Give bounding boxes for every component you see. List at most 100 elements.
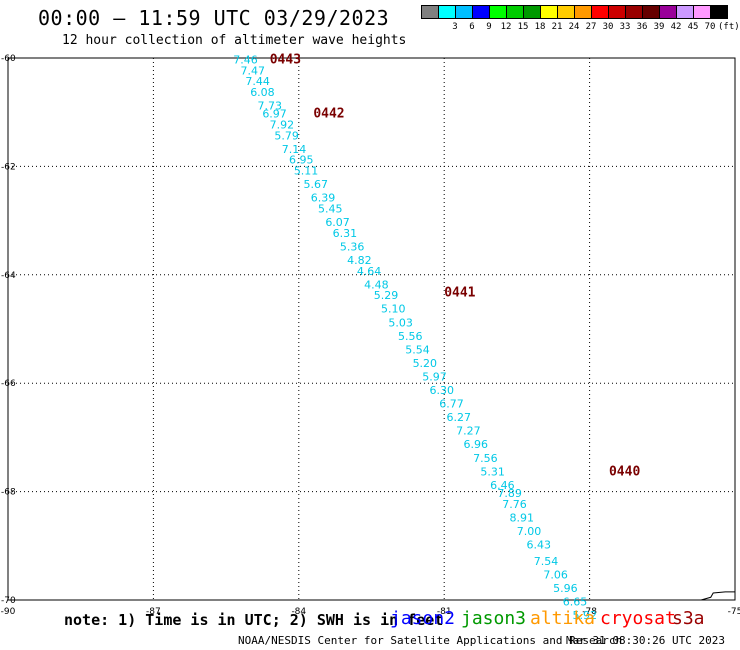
swh-value: 7.44 xyxy=(245,75,270,88)
legend-label: 30 xyxy=(602,22,614,32)
swh-value: 7.46 xyxy=(233,53,258,66)
legend-swatch xyxy=(710,5,728,19)
lon-tick-label: -81 xyxy=(437,607,452,617)
swh-value: 7.54 xyxy=(534,555,559,568)
legend-swatch xyxy=(421,5,439,19)
swh-value: 6.95 xyxy=(289,154,314,167)
legend-swatch xyxy=(523,5,541,19)
lon-tick-label: -87 xyxy=(146,607,161,617)
swh-value: 6.77 xyxy=(439,398,464,411)
swh-value: 7.27 xyxy=(456,425,481,438)
legend-swatch xyxy=(438,5,456,19)
lat-tick-label: -68 xyxy=(1,488,16,498)
lon-tick-label: -90 xyxy=(1,607,16,617)
satellite-jason2: jason2 xyxy=(390,608,456,629)
satellite-altika: altika xyxy=(530,608,596,629)
swh-value: 6.65 xyxy=(563,595,588,608)
legend-label: 3 xyxy=(452,22,458,32)
swh-value: 6.27 xyxy=(446,411,471,424)
swh-value: 5.96 xyxy=(553,582,578,595)
satellite-s3a: s3a xyxy=(672,608,705,629)
swh-value: 5.79 xyxy=(274,129,299,142)
legend-swatch xyxy=(540,5,558,19)
swh-value: 7.56 xyxy=(473,452,498,465)
legend-swatch xyxy=(659,5,677,19)
legend-label: 45 xyxy=(687,22,699,32)
swh-value: 5.31 xyxy=(480,465,505,478)
swh-value: 5.56 xyxy=(398,330,423,343)
swh-value: 4.64 xyxy=(357,265,382,278)
swh-value: 6.07 xyxy=(325,216,350,229)
lat-tick-label: -70 xyxy=(1,596,16,606)
swh-value: 5.03 xyxy=(388,316,413,329)
legend-label: 42 xyxy=(670,22,682,32)
lon-tick-label: -78 xyxy=(582,607,597,617)
legend-swatch xyxy=(608,5,626,19)
swh-value: 7.14 xyxy=(282,143,307,156)
swh-value: 5.92 xyxy=(573,609,598,622)
legend-swatch xyxy=(574,5,592,19)
coastline xyxy=(700,591,735,601)
swh-value: 6.39 xyxy=(311,192,336,205)
lon-tick-label: -75 xyxy=(728,607,740,617)
legend-label: 6 xyxy=(469,22,475,32)
legend-swatch xyxy=(625,5,643,19)
credit-text: NOAA/NESDIS Center for Satellite Applica… xyxy=(238,634,623,647)
timestamp: Mar 31 08:30:26 UTC 2023 xyxy=(566,634,725,647)
legend-swatch xyxy=(642,5,660,19)
swh-value: 7.06 xyxy=(543,568,568,581)
swh-value: 6.43 xyxy=(526,539,551,552)
swh-value: 7.76 xyxy=(502,498,527,511)
legend-label: 15 xyxy=(517,22,529,32)
swh-value: 7.73 xyxy=(257,99,282,112)
swh-value: 5.11 xyxy=(294,165,319,178)
track-id-label: 0442 xyxy=(313,107,344,122)
legend-swatch xyxy=(591,5,609,19)
legend-swatch xyxy=(455,5,473,19)
swh-value: 5.10 xyxy=(381,303,406,316)
page-subtitle: 12 hour collection of altimeter wave hei… xyxy=(62,33,407,48)
swh-value: 7.92 xyxy=(270,118,295,131)
swh-value: 4.82 xyxy=(347,254,372,267)
legend-label: 70 xyxy=(704,22,716,32)
swh-value: 4.48 xyxy=(364,278,389,291)
satellite-cryosat: cryosat xyxy=(600,608,676,629)
legend-label: 36 xyxy=(636,22,648,32)
swh-value: 7.89 xyxy=(497,487,522,500)
legend-swatch xyxy=(472,5,490,19)
swh-value: 5.45 xyxy=(318,202,343,215)
swh-value: 5.67 xyxy=(304,178,329,191)
legend-label: 12 xyxy=(500,22,512,32)
lon-tick-label: -84 xyxy=(291,607,306,617)
legend-swatch xyxy=(693,5,711,19)
swh-value: 6.96 xyxy=(463,438,488,451)
legend-swatch xyxy=(506,5,524,19)
swh-value: 8.91 xyxy=(509,511,534,524)
satellite-jason3: jason3 xyxy=(461,608,527,629)
legend-label: 27 xyxy=(585,22,597,32)
legend-label: 18 xyxy=(534,22,546,32)
track-id-label: 0443 xyxy=(270,52,301,67)
swh-value: 6.97 xyxy=(262,108,287,121)
legend-swatch xyxy=(676,5,694,19)
track-id-label: 0441 xyxy=(444,285,475,300)
legend-label: 39 xyxy=(653,22,665,32)
swh-value: 5.54 xyxy=(405,343,430,356)
swh-value: 5.20 xyxy=(413,357,438,370)
map-frame xyxy=(7,57,736,601)
lat-tick-label: -66 xyxy=(1,379,16,389)
lat-tick-label: -60 xyxy=(1,54,16,64)
lat-tick-label: -64 xyxy=(1,271,16,281)
swh-value: 7.47 xyxy=(241,64,266,77)
page-title: 00:00 – 11:59 UTC 03/29/2023 xyxy=(38,6,390,30)
legend-label: 21 xyxy=(551,22,563,32)
swh-value: 7.00 xyxy=(517,525,542,538)
swh-value: 5.97 xyxy=(422,370,447,383)
legend-label: 24 xyxy=(568,22,580,32)
footer-note: note: 1) Time is in UTC; 2) SWH is in fe… xyxy=(64,611,444,629)
swh-value: 5.29 xyxy=(374,289,399,302)
track-id-label: 0440 xyxy=(609,464,640,479)
legend-label: 33 xyxy=(619,22,631,32)
swh-value: 6.08 xyxy=(250,86,275,99)
